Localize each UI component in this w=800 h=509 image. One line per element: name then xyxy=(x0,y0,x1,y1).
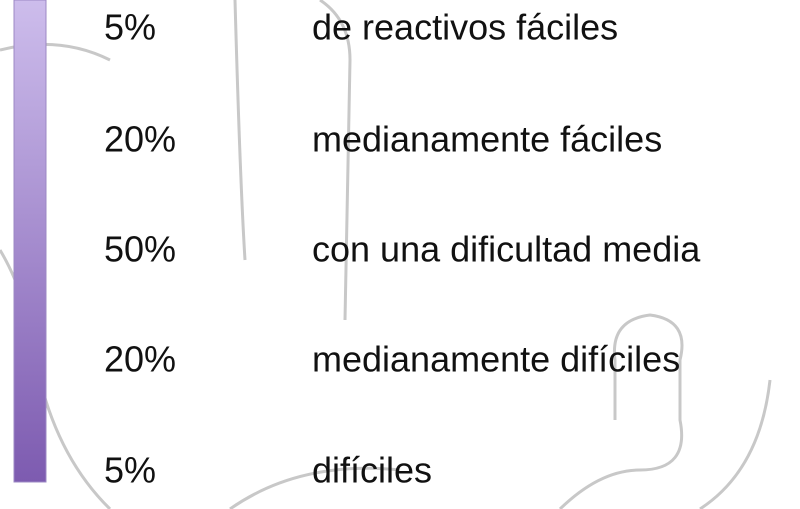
description: medianamente difíciles xyxy=(312,339,680,380)
description: con una dificultad media xyxy=(312,229,701,270)
percent: 20% xyxy=(104,339,176,380)
percent: 5% xyxy=(104,7,156,48)
percent: 20% xyxy=(104,119,176,160)
percent: 50% xyxy=(104,229,176,270)
gradient-bar xyxy=(14,0,46,482)
percent: 5% xyxy=(104,450,156,491)
list: 5% de reactivos fáciles 20% medianamente fá… xyxy=(104,7,701,491)
description: de reactivos fáciles xyxy=(312,7,618,48)
description: difíciles xyxy=(312,450,432,491)
slide: 5% de reactivos fáciles 20% medianamente fá… xyxy=(0,0,800,509)
description: medianamente fáciles xyxy=(312,119,662,160)
